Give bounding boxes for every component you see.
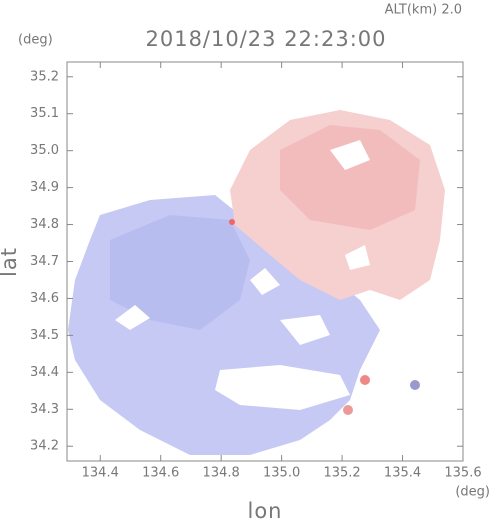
- y-tick-label: 35.1: [30, 106, 59, 121]
- echo: [343, 405, 353, 415]
- x-tick-label: 135.0: [263, 466, 300, 481]
- y-axis-label: lat: [0, 247, 21, 277]
- y-tick-label: 34.6: [30, 291, 59, 306]
- gap: [115, 305, 150, 330]
- x-axis-label: lon: [248, 499, 283, 521]
- approaching-region-deep: [110, 215, 250, 330]
- gap: [215, 365, 350, 410]
- x-tick-label: 134.4: [82, 466, 119, 481]
- y-tick-label: 34.2: [30, 439, 59, 454]
- y-tick-label: 34.7: [30, 254, 59, 269]
- y-tick-label: 34.4: [30, 365, 59, 380]
- x-tick-label: 135.2: [323, 466, 360, 481]
- x-unit: (deg): [455, 485, 490, 500]
- receding-region-deep: [280, 125, 420, 230]
- velocity-field: [68, 110, 445, 455]
- chart-title: 2018/10/23 22:23:00: [145, 27, 386, 51]
- gap: [250, 268, 280, 295]
- y-tick-label: 34.8: [30, 217, 59, 232]
- echo: [229, 219, 235, 225]
- x-tick-label: 134.8: [203, 466, 240, 481]
- x-tick-label: 134.6: [142, 466, 179, 481]
- gap: [330, 140, 370, 170]
- y-tick-label: 34.3: [30, 402, 59, 417]
- echo: [410, 380, 420, 390]
- y-tick-label: 34.9: [30, 180, 59, 195]
- y-tick-label: 35.0: [30, 143, 59, 158]
- y-tick-label: 35.2: [30, 69, 59, 84]
- y-tick-label: 34.5: [30, 328, 59, 343]
- gap: [280, 315, 330, 345]
- gap: [345, 245, 370, 270]
- x-tick-label: 135.6: [444, 466, 481, 481]
- x-tick-label: 135.4: [384, 466, 421, 481]
- echo: [360, 375, 370, 385]
- y-unit: (deg): [18, 33, 53, 48]
- altitude-label: ALT(km) 2.0: [385, 3, 462, 18]
